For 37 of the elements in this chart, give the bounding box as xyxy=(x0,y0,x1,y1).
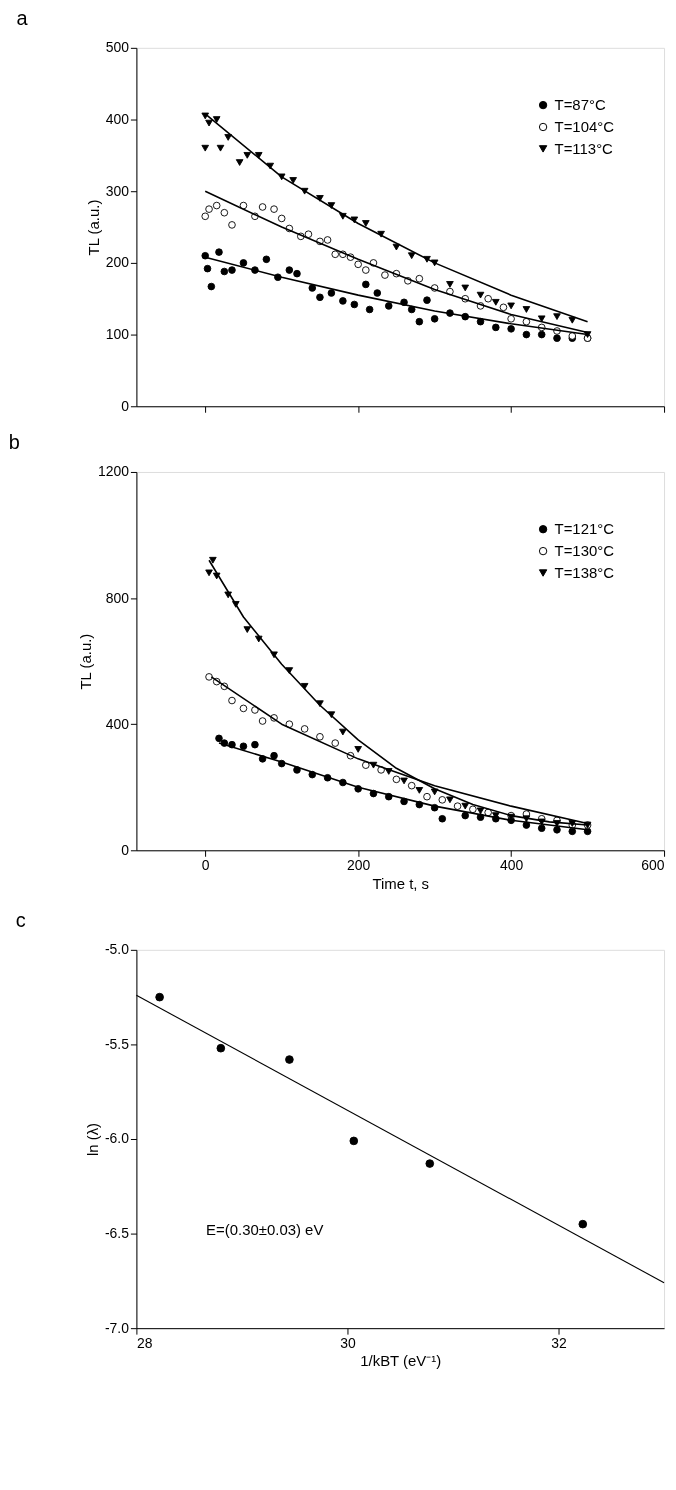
x-tick-label: 0 xyxy=(201,856,210,873)
y-tick-label: 500 xyxy=(105,39,130,56)
legend-label: T=121°C xyxy=(554,520,615,538)
chart-title: a xyxy=(16,6,29,29)
x-tick-label: 200 xyxy=(347,856,371,873)
x-axis-title: Time t, s xyxy=(372,874,430,892)
y-axis-title: ln (λ) xyxy=(83,1122,101,1157)
y-tick-label: 400 xyxy=(105,715,130,732)
y-tick-label: -5.0 xyxy=(104,941,130,958)
x-tick-label: 32 xyxy=(551,1334,568,1351)
x-tick-label: 30 xyxy=(340,1334,356,1351)
y-tick-label: 100 xyxy=(105,326,130,343)
legend-label: T=87°C xyxy=(554,96,606,114)
x-tick-label: 600 xyxy=(641,856,665,873)
y-tick-label: 200 xyxy=(105,254,130,271)
x-axis-title: 1/kBT (eV⁻¹) xyxy=(360,1352,442,1370)
chart-title: c xyxy=(15,908,26,931)
annotation: E=(0.30±0.03) eV xyxy=(206,1220,324,1238)
y-tick-label: 400 xyxy=(105,111,130,128)
y-tick-label: 800 xyxy=(105,589,130,606)
legend-label: T=113°C xyxy=(554,139,614,157)
y-tick-label: 0 xyxy=(121,841,130,858)
y-tick-label: 0 xyxy=(121,397,130,414)
y-tick-label: -5.5 xyxy=(104,1035,130,1052)
x-tick-label: 400 xyxy=(499,856,524,873)
y-tick-label: -6.0 xyxy=(104,1130,130,1147)
legend-label: T=104°C xyxy=(554,117,615,135)
y-axis-title: TL (a.u.) xyxy=(84,199,102,256)
y-tick-label: 300 xyxy=(105,182,130,199)
legend-label: T=130°C xyxy=(554,542,615,560)
x-tick-label: 28 xyxy=(136,1334,153,1351)
y-tick-label: -6.5 xyxy=(104,1225,130,1242)
legend-label: T=138°C xyxy=(554,563,615,581)
chart-title: b xyxy=(8,431,20,454)
y-axis-title: TL (a.u.) xyxy=(76,633,94,690)
y-tick-label: 1200 xyxy=(97,463,130,480)
y-tick-label: -7.0 xyxy=(104,1319,130,1336)
